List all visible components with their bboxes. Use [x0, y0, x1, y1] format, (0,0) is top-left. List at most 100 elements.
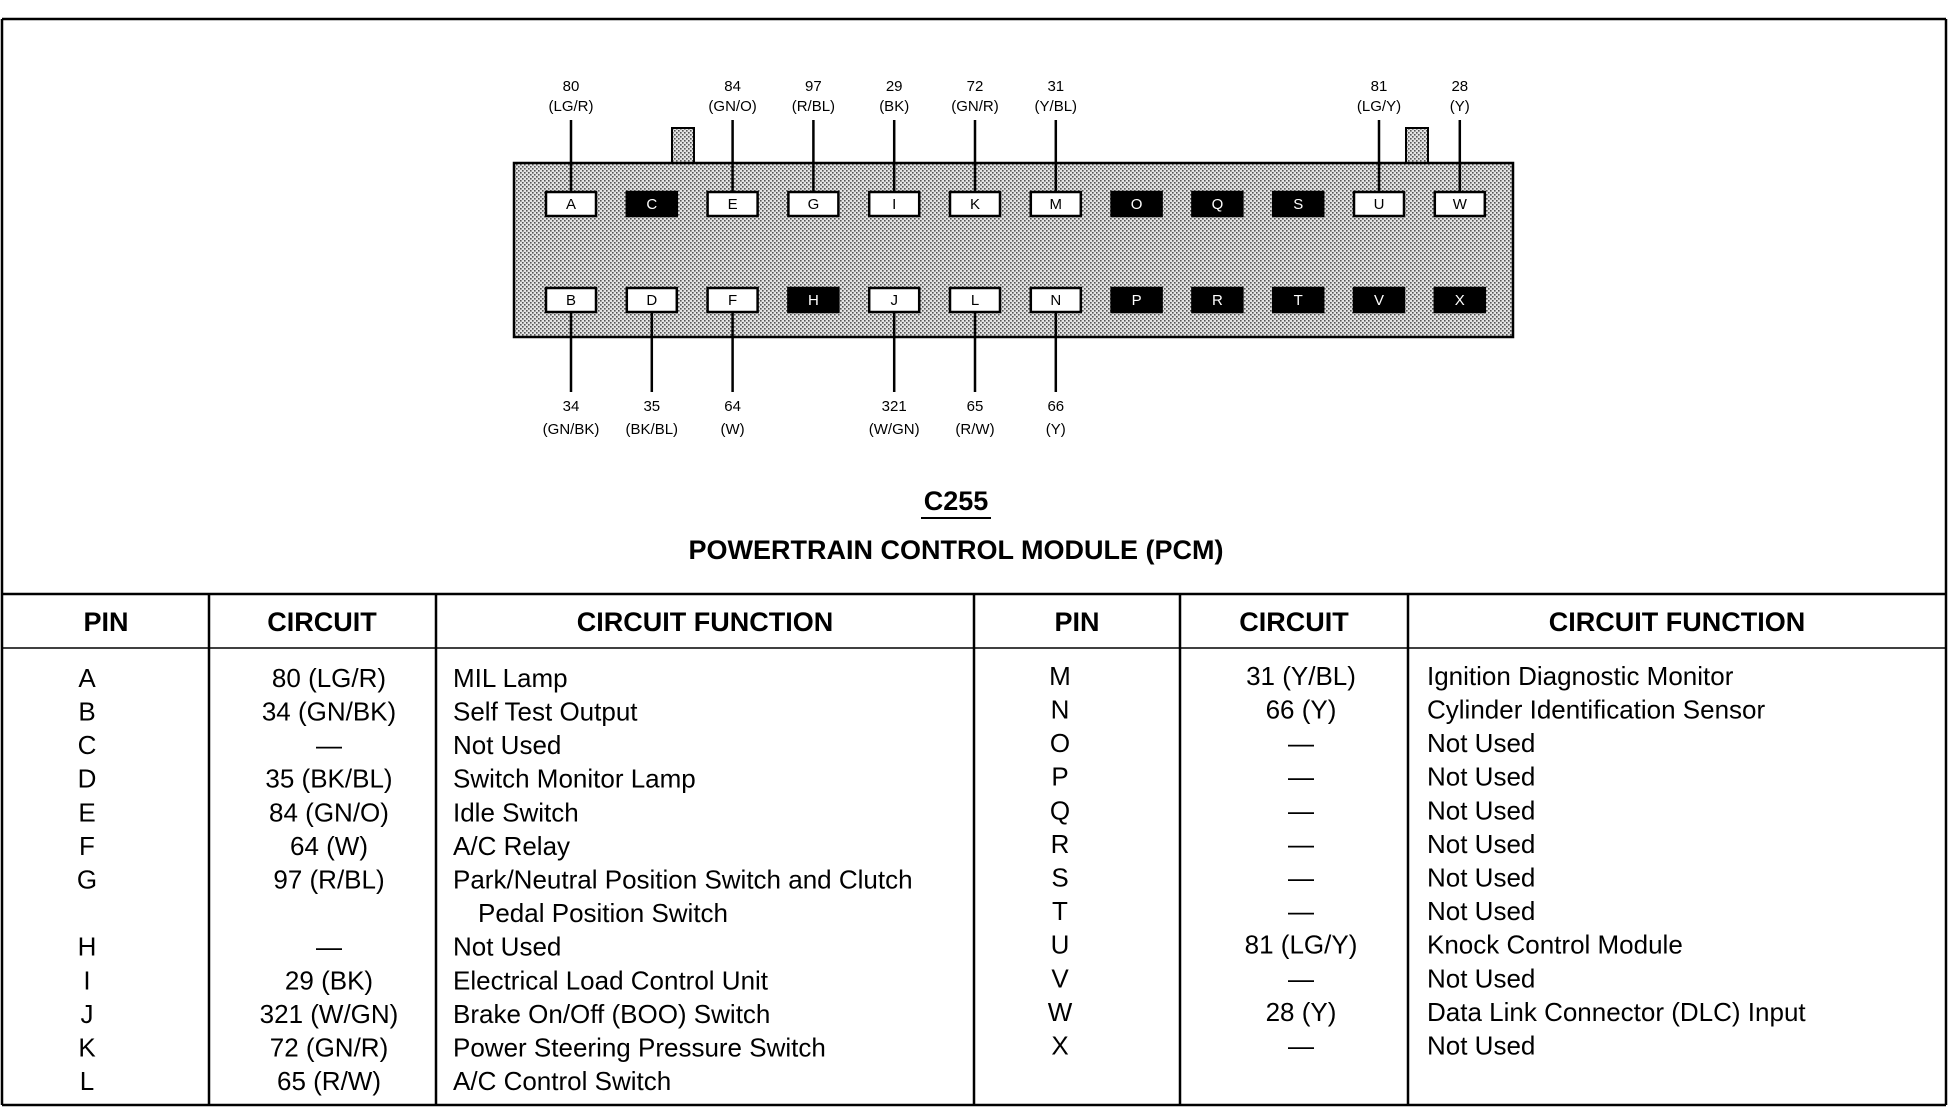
pin-letter: I — [892, 196, 896, 213]
circuit-cell: 29 (BK) — [285, 965, 373, 995]
function-cell: Not Used — [1427, 829, 1535, 859]
pin-letter: X — [1455, 292, 1465, 309]
connector-title: POWERTRAIN CONTROL MODULE (PCM) — [689, 535, 1224, 565]
circuit-cell: 65 (R/W) — [277, 1066, 381, 1096]
circuit-cell: — — [316, 932, 342, 962]
function-cell: Brake On/Off (BOO) Switch — [453, 999, 770, 1029]
function-cell: Switch Monitor Lamp — [453, 764, 696, 794]
circuit-cell: — — [1288, 963, 1314, 993]
circuit-cell: — — [1288, 829, 1314, 859]
wire-label: (BK) — [879, 98, 909, 115]
wire-label: 28 — [1451, 78, 1468, 95]
column-header: CIRCUIT FUNCTION — [1549, 607, 1805, 637]
wire-label: (GN/O) — [708, 98, 756, 115]
function-cell: Not Used — [1427, 862, 1535, 892]
function-cell: Electrical Load Control Unit — [453, 965, 769, 995]
pin-cell: E — [78, 797, 95, 827]
circuit-cell: 84 (GN/O) — [269, 797, 389, 827]
pin-cell: C — [78, 730, 97, 760]
wire-label: (LG/R) — [549, 98, 594, 115]
pin-cell: L — [80, 1066, 94, 1096]
function-cell: MIL Lamp — [453, 663, 568, 693]
pin-cell: A — [78, 663, 96, 693]
pin — [1352, 286, 1406, 314]
circuit-cell: 72 (GN/R) — [270, 1032, 388, 1062]
pin — [1110, 286, 1163, 314]
wire-label: 31 — [1047, 78, 1064, 95]
wire-label: 72 — [967, 78, 984, 95]
pin-letter: T — [1294, 292, 1303, 309]
pin-letter: N — [1050, 292, 1061, 309]
pin-letter: J — [890, 292, 898, 309]
wire-label: (Y) — [1450, 98, 1470, 115]
pin-cell: J — [81, 999, 94, 1029]
pin-cell: O — [1050, 728, 1070, 758]
circuit-cell: — — [1288, 896, 1314, 926]
pin-letter: D — [646, 292, 657, 309]
pin — [1433, 286, 1487, 314]
pin-letter: F — [728, 292, 737, 309]
circuit-cell: 34 (GN/BK) — [262, 696, 396, 726]
function-cell: Not Used — [1427, 762, 1535, 792]
pin-letter: Q — [1212, 196, 1224, 213]
wire-label: 65 — [967, 398, 984, 415]
pin — [1029, 286, 1083, 314]
pin-cell: U — [1051, 930, 1070, 960]
wire-label: (W) — [721, 421, 745, 438]
circuit-cell: 81 (LG/Y) — [1245, 930, 1358, 960]
circuit-cell: 35 (BK/BL) — [265, 764, 392, 794]
pin-letter: U — [1374, 196, 1385, 213]
function-cell: Pedal Position Switch — [478, 898, 728, 928]
pin — [706, 190, 759, 218]
pin-letter: O — [1131, 196, 1143, 213]
function-cell: Not Used — [1427, 1030, 1535, 1060]
function-cell: A/C Control Switch — [453, 1066, 671, 1096]
wire-label: 29 — [886, 78, 903, 95]
wire-label: 64 — [724, 398, 741, 415]
pin-letter: B — [566, 292, 576, 309]
pin-letter: M — [1050, 196, 1063, 213]
function-cell: Cylinder Identification Sensor — [1427, 694, 1766, 724]
pin-letter: K — [970, 196, 980, 213]
function-cell: Data Link Connector (DLC) Input — [1427, 997, 1806, 1027]
pin-cell: F — [79, 831, 95, 861]
function-cell: Idle Switch — [453, 797, 579, 827]
pin-letter: S — [1293, 196, 1303, 213]
pin-cell: X — [1051, 1030, 1068, 1060]
pin-cell: B — [78, 696, 95, 726]
connector-name: C255 — [924, 486, 989, 516]
pin — [1271, 190, 1325, 218]
function-cell: Not Used — [1427, 728, 1535, 758]
function-cell: A/C Relay — [453, 831, 570, 861]
circuit-cell: — — [1288, 795, 1314, 825]
pin — [1191, 190, 1244, 218]
wire-label: (R/BL) — [792, 98, 835, 115]
connector-body — [512, 127, 1515, 339]
column-header: PIN — [1054, 607, 1099, 637]
pin-cell: P — [1051, 762, 1068, 792]
wire-label: (W/GN) — [869, 421, 920, 438]
pin-cell: Q — [1050, 795, 1070, 825]
function-cell: Knock Control Module — [1427, 930, 1683, 960]
wire-label: 66 — [1047, 398, 1064, 415]
wire-label: (LG/Y) — [1357, 98, 1401, 115]
pin-letter: A — [566, 196, 576, 213]
wire-label: 35 — [643, 398, 660, 415]
circuit-cell: 321 (W/GN) — [260, 999, 399, 1029]
function-cell: Not Used — [453, 730, 561, 760]
circuit-cell: — — [1288, 762, 1314, 792]
circuit-cell: 28 (Y) — [1266, 997, 1337, 1027]
pin-letter: C — [646, 196, 657, 213]
wire-label: 84 — [724, 78, 741, 95]
column-header: CIRCUIT — [267, 607, 377, 637]
wire-label: (Y) — [1046, 421, 1066, 438]
wire-label: 34 — [563, 398, 580, 415]
circuit-cell: 80 (LG/R) — [272, 663, 386, 693]
pin — [1029, 190, 1083, 218]
wire-label: (GN/R) — [951, 98, 999, 115]
pin-letter: E — [728, 196, 738, 213]
pin-letter: G — [808, 196, 820, 213]
pin-letter: P — [1132, 292, 1142, 309]
circuit-cell: 97 (R/BL) — [273, 864, 384, 894]
